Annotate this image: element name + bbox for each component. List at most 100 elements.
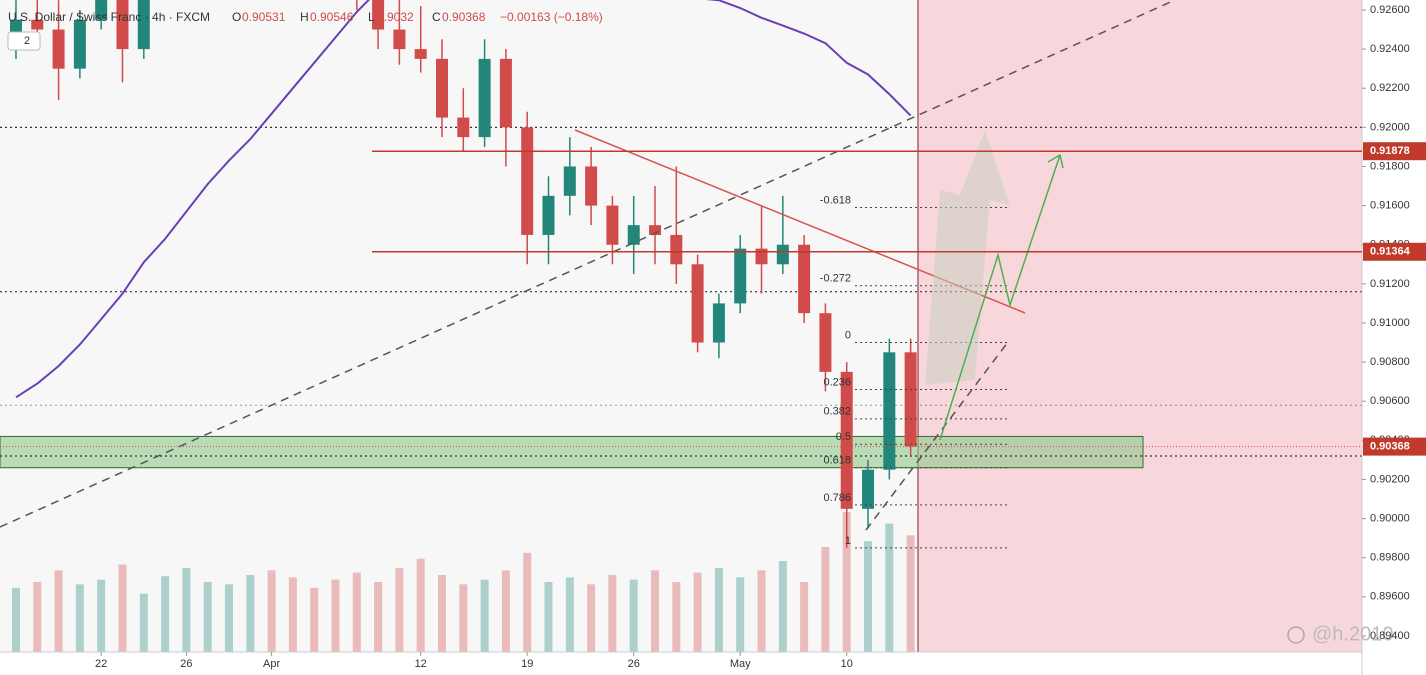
y-tick-label: 0.89400 [1370,630,1410,642]
fib-label: 0.618 [823,455,851,467]
volume-bar [523,552,532,652]
moving-average [15,0,912,399]
fib-label: -0.618 [820,194,851,206]
price-badge-label: 0.91878 [1370,145,1410,157]
candle-body [116,0,129,50]
candle-body [436,58,449,118]
volume-bar [161,576,170,652]
candle-body [776,244,789,265]
candle-body [457,117,470,138]
candle-body [712,303,725,343]
candle-body [414,49,427,59]
volume-bar [310,587,319,652]
layer-back [0,126,1362,652]
candle-body [521,127,534,235]
forecast-zone [918,0,1362,652]
y-tick-label: 0.89600 [1370,591,1410,603]
y-tick-label: 0.89800 [1370,552,1410,564]
volume-bar [736,577,745,652]
y-tick-label: 0.92600 [1370,4,1410,16]
volume-bar [246,575,255,652]
volume-bar [672,582,681,652]
volume-bar [842,512,851,652]
volume-bar [629,579,638,652]
volume-bar [480,579,489,652]
forecast-path [939,154,1061,441]
ohlc-value: 0.90368 [442,10,486,24]
header: U.S. Dollar / Swiss Franc · 4h · FXCM O … [7,10,603,51]
candle-body [137,0,150,50]
candle-body [883,352,896,470]
candle-body [499,58,512,128]
volume-bar [139,593,148,652]
candle-body [52,29,65,69]
volume-bar [778,561,787,652]
ohlc-value: 0.90531 [242,10,286,24]
volume-bar [224,584,233,652]
volume-bar [693,572,702,652]
volume-bar [182,568,191,652]
watermark-icon [1287,626,1305,644]
ohlc-change: −0.00163 (−0.18%) [500,10,603,24]
ohlc-label: O [232,10,241,24]
volume-bar [565,577,574,652]
candle-body [542,195,555,235]
candle-body [819,313,832,372]
volume-bar [714,568,723,652]
candle-body [670,234,683,265]
volume-bar [864,541,873,652]
drawings [0,0,1176,531]
candle-body [862,469,875,509]
volume-bar [906,535,915,652]
indicator-badge[interactable] [7,31,41,51]
x-tick-label: Apr [263,658,280,670]
y-tick-label: 0.91600 [1370,200,1410,212]
fib-label: -0.272 [820,273,851,285]
x-tick-label: 12 [415,658,427,670]
x-tick-label: 10 [841,658,853,670]
volume-bar [544,582,553,652]
y-tick-label: 0.92200 [1370,82,1410,94]
ohlc-value: 0.9032 [377,10,414,24]
ohlc-value: 0.90546 [310,10,354,24]
x-tick-label: 26 [628,658,640,670]
volume-bar [821,547,830,652]
big-arrow [925,130,1010,385]
chart-title: U.S. Dollar / Swiss Franc · 4h · FXCM [8,10,210,24]
volume-bar [395,568,404,652]
candle-body [649,225,662,235]
price-axis [1362,0,1426,675]
volume-bar [459,584,468,652]
volume-bar [352,572,361,652]
y-tick-label: 0.91200 [1370,278,1410,290]
candle-body [372,0,385,30]
volume-bar [331,579,340,652]
fib-label: 0.236 [823,376,851,388]
volume-bar [800,582,809,652]
arrow-head [1047,153,1064,169]
volume-bar [75,584,84,652]
watermark-text: @h.2010 [1312,623,1393,645]
volume-bar [267,570,276,652]
volume-bar [757,570,766,652]
volume-bar [438,575,447,652]
y-tick-label: 0.92400 [1370,43,1410,55]
x-tick-label: 26 [180,658,192,670]
price-badge [1363,437,1426,456]
candle-body [798,244,811,314]
candle-body [904,352,917,447]
volume-bar [885,523,894,652]
volume-bar [501,570,510,652]
candle-body [585,166,598,206]
volume-bar [33,582,42,652]
price-badge-label: 0.91364 [1370,246,1411,258]
y-tick-label: 0.91800 [1370,160,1410,172]
ohlc-label: H [300,10,309,24]
candle-body [563,166,576,196]
volume-bar [203,582,212,652]
ohlc-label: C [432,10,441,24]
candle-body [734,248,747,304]
volume-bar [54,570,63,652]
trendline [0,0,1176,528]
